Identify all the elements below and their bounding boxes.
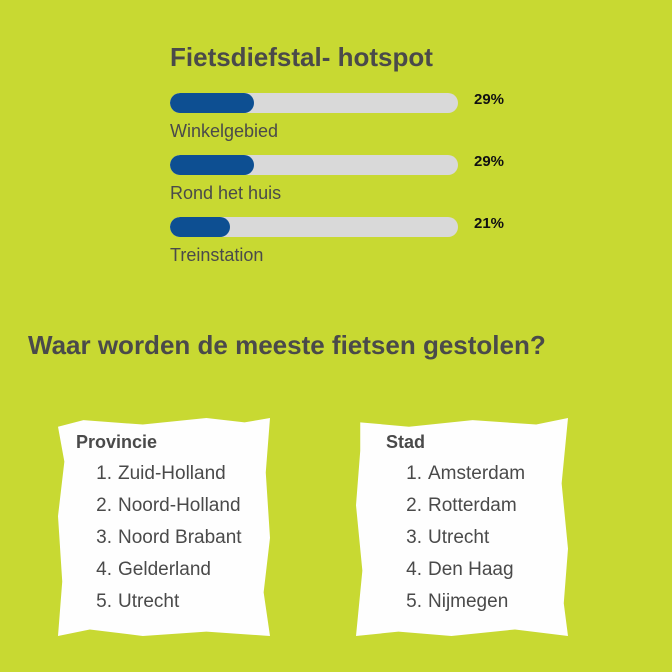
list-label: Utrecht [428, 527, 490, 548]
bar-row: 29% Winkelgebied [170, 91, 550, 153]
list-label: Nijmegen [428, 591, 509, 612]
list-number: 1. [406, 463, 422, 484]
list-item: 5. Utrecht [88, 586, 242, 618]
bar-track [170, 93, 458, 113]
list-label: Rotterdam [428, 495, 517, 516]
bar-category-label: Rond het huis [170, 183, 282, 203]
bar-value-label: 29% [474, 91, 505, 108]
list-number: 3. [406, 527, 422, 548]
list-item: 1. Zuid-Holland [88, 458, 242, 490]
list-number: 4. [96, 559, 112, 580]
stad-heading: Stad [386, 432, 426, 452]
provincie-heading: Provincie [76, 432, 158, 452]
chart-title: Fietsdiefstal- hotspot [170, 42, 433, 72]
bar-category-label: Treinstation [170, 245, 264, 265]
bar-row: 21% Treinstation [170, 215, 550, 277]
list-label: Gelderland [118, 559, 211, 580]
question-heading: Waar worden de meeste fietsen gestolen? [28, 330, 546, 360]
list-label: Zuid-Holland [118, 463, 226, 484]
list-item: 5. Nijmegen [398, 586, 525, 618]
bar-value-label: 29% [474, 153, 505, 170]
stad-card [356, 418, 568, 636]
bar [170, 93, 254, 113]
list-number: 4. [406, 559, 422, 580]
list-label: Amsterdam [428, 463, 526, 484]
provincie-list: 1. Zuid-Holland 2. Noord-Holland 3. Noord B… [88, 458, 242, 618]
bar [170, 217, 230, 237]
bar-row: 29% Rond het huis [170, 153, 550, 215]
list-item: 2. Noord-Holland [88, 490, 242, 522]
bar-track [170, 155, 458, 175]
bar-track [170, 217, 458, 237]
list-label: Noord-Holland [118, 495, 241, 516]
bar-category-label: Winkelgebied [170, 121, 279, 141]
list-label: Noord Brabant [118, 527, 242, 548]
list-item: 4. Gelderland [88, 554, 242, 586]
list-item: 2. Rotterdam [398, 490, 525, 522]
list-item: 4. Den Haag [398, 554, 525, 586]
list-number: 3. [96, 527, 112, 548]
stad-list: 1. Amsterdam 2. Rotterdam 3. Utrecht 4. Den … [398, 458, 525, 618]
list-number: 5. [406, 591, 422, 612]
list-item: 3. Noord Brabant [88, 522, 242, 554]
list-number: 2. [96, 495, 112, 516]
provincie-card [58, 418, 270, 636]
bar-value-label: 21% [474, 215, 505, 232]
list-label: Utrecht [118, 591, 180, 612]
list-item: 3. Utrecht [398, 522, 525, 554]
list-number: 1. [96, 463, 112, 484]
list-number: 2. [406, 495, 422, 516]
list-label: Den Haag [428, 559, 514, 580]
list-number: 5. [96, 591, 112, 612]
bar [170, 155, 254, 175]
list-item: 1. Amsterdam [398, 458, 525, 490]
